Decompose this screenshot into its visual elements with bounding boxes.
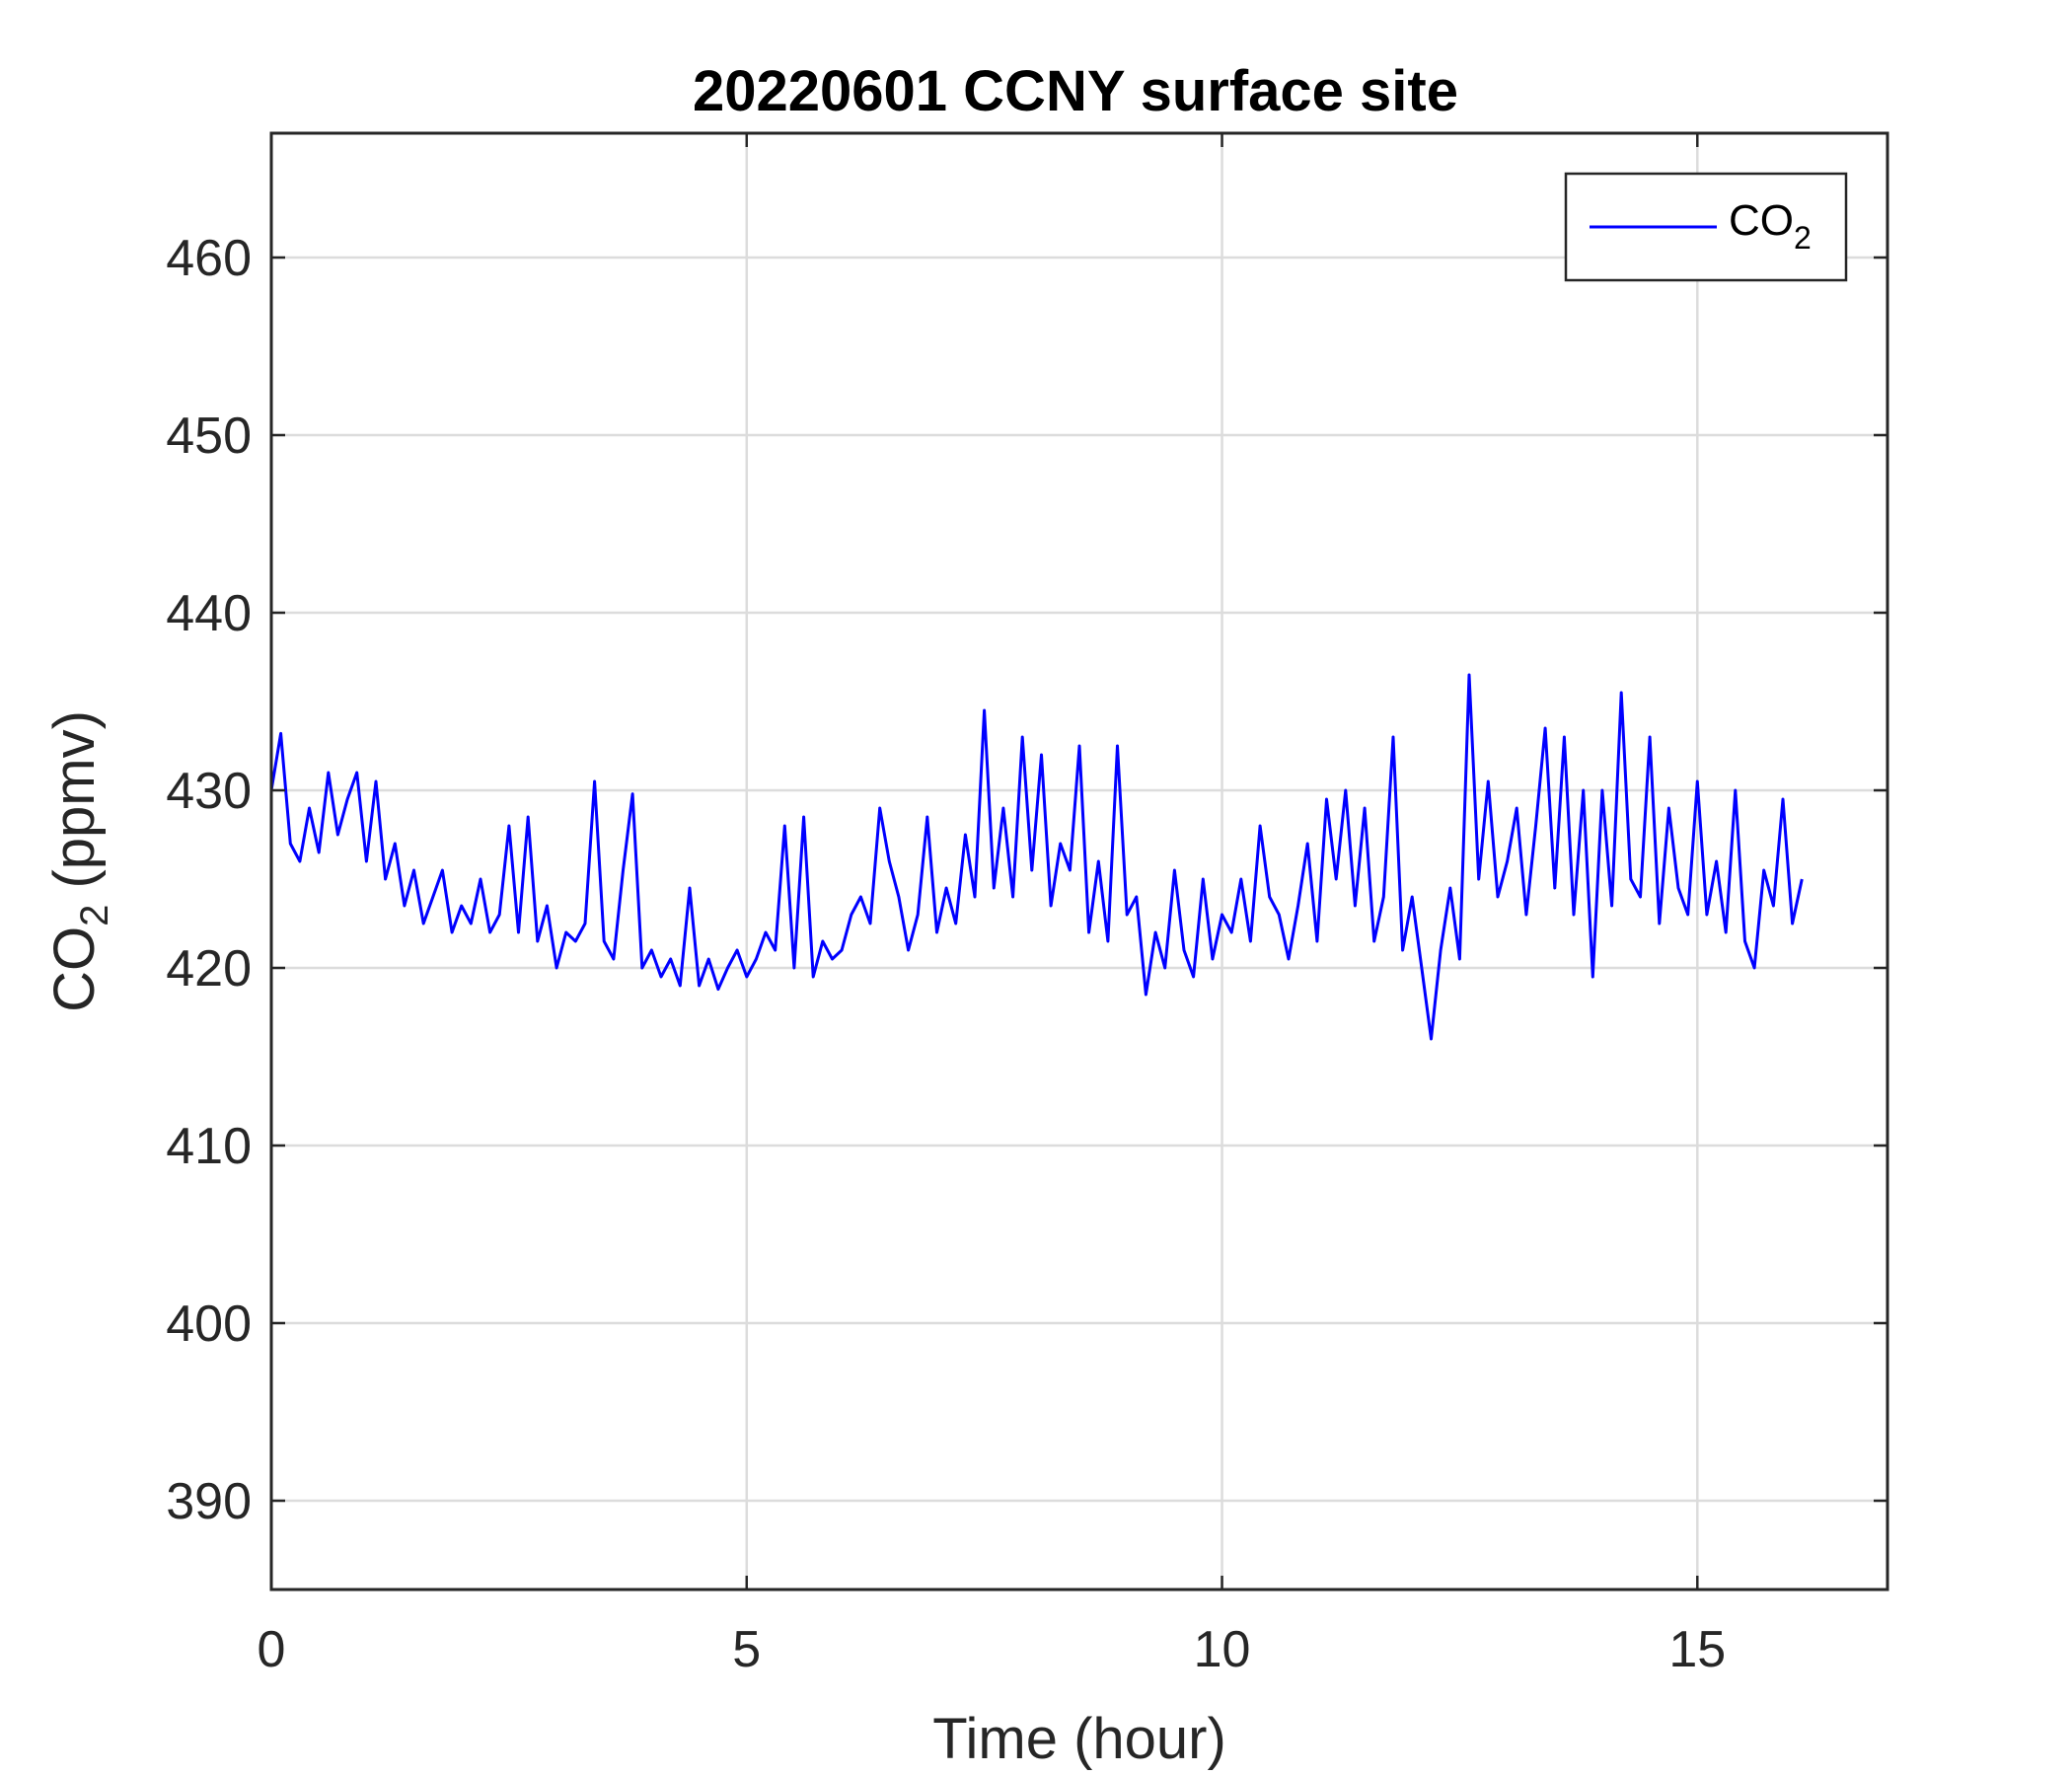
y-tick-label: 400	[166, 1295, 252, 1353]
y-axis-label: CO2 (ppmv)	[42, 710, 116, 1012]
y-tick-label: 420	[166, 940, 252, 998]
tick-marks	[269, 133, 1887, 1590]
y-axis-label-subscript: 2	[73, 905, 116, 926]
y-tick-label: 450	[166, 407, 252, 465]
y-tick-label: 440	[166, 585, 252, 642]
y-tick-label: 410	[166, 1118, 252, 1175]
x-axis-label: Time (hour)	[932, 1707, 1226, 1771]
chart-title: 20220601 CCNY surface site	[693, 59, 1458, 123]
legend-label-subscript: 2	[1794, 220, 1812, 256]
y-tick-label: 430	[166, 763, 252, 820]
y-tick-label: 390	[166, 1473, 252, 1530]
x-tick-label: 0	[258, 1621, 286, 1678]
legend: CO2	[1564, 172, 1848, 282]
y-tick-labels: 390 400 410 420 430 440 450 460	[166, 230, 252, 1530]
x-tick-label: 10	[1194, 1621, 1251, 1678]
y-gridlines	[271, 256, 1887, 1503]
y-tick-label: 460	[166, 230, 252, 287]
x-tick-label: 15	[1668, 1621, 1726, 1678]
legend-label: CO2	[1729, 196, 1812, 256]
x-tick-label: 5	[732, 1621, 761, 1678]
x-tick-labels: 0 5 10 15	[258, 1621, 1727, 1678]
co2-series-line	[269, 673, 1804, 1041]
plot-frame	[269, 131, 1889, 1591]
y-axis-label-units: (ppmv)	[42, 710, 107, 905]
y-axis-label-main: CO	[42, 926, 107, 1012]
plot-area	[271, 133, 1887, 1590]
legend-label-main: CO	[1729, 196, 1794, 245]
